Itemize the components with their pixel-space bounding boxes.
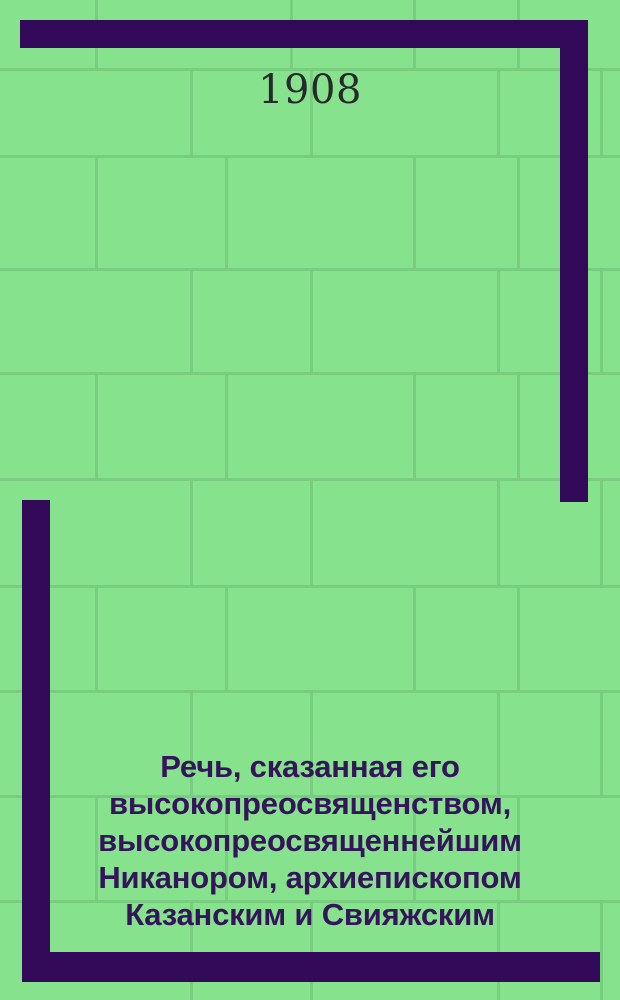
frame-left-bar xyxy=(22,500,50,982)
book-title-line: Никанором, архиепископом xyxy=(98,860,522,895)
brick-mortar-vertical xyxy=(225,155,228,268)
brick-mortar-vertical xyxy=(497,268,500,372)
brick-mortar-vertical xyxy=(600,268,603,372)
brick-mortar-vertical xyxy=(190,268,193,372)
book-title-line: Казанским и Свияжским xyxy=(125,897,495,932)
book-title-line: высокопреосвященством, xyxy=(108,786,512,821)
brick-mortar-vertical xyxy=(517,155,520,268)
brick-mortar-vertical xyxy=(95,155,98,268)
brick-mortar-vertical xyxy=(517,372,520,478)
brick-mortar-horizontal xyxy=(0,268,620,271)
brick-mortar-horizontal xyxy=(0,155,620,158)
brick-mortar-vertical xyxy=(517,585,520,690)
brick-mortar-vertical xyxy=(190,478,193,585)
brick-mortar-vertical xyxy=(310,478,313,585)
brick-mortar-vertical xyxy=(95,372,98,478)
brick-mortar-vertical xyxy=(225,585,228,690)
brick-mortar-vertical xyxy=(95,585,98,690)
brick-mortar-vertical xyxy=(413,155,416,268)
brick-mortar-vertical xyxy=(600,478,603,585)
book-title-line: Речь, сказанная его xyxy=(160,749,460,784)
book-title-line: высокопреосвященнейшим xyxy=(98,823,522,858)
brick-mortar-vertical xyxy=(497,478,500,585)
brick-mortar-horizontal xyxy=(0,372,620,375)
book-title: Речь, сказанная его высокопреосвященством… xyxy=(10,748,610,933)
publication-year: 1908 xyxy=(258,67,362,113)
brick-mortar-horizontal xyxy=(0,478,620,481)
brick-mortar-vertical xyxy=(413,372,416,478)
brick-mortar-horizontal xyxy=(0,690,620,693)
brick-mortar-vertical xyxy=(413,585,416,690)
brick-mortar-horizontal xyxy=(0,585,620,588)
frame-top-bar xyxy=(20,20,580,48)
frame-right-bar xyxy=(560,20,588,502)
brick-mortar-vertical xyxy=(310,268,313,372)
brick-mortar-vertical xyxy=(225,372,228,478)
frame-bottom-bar xyxy=(22,952,600,982)
